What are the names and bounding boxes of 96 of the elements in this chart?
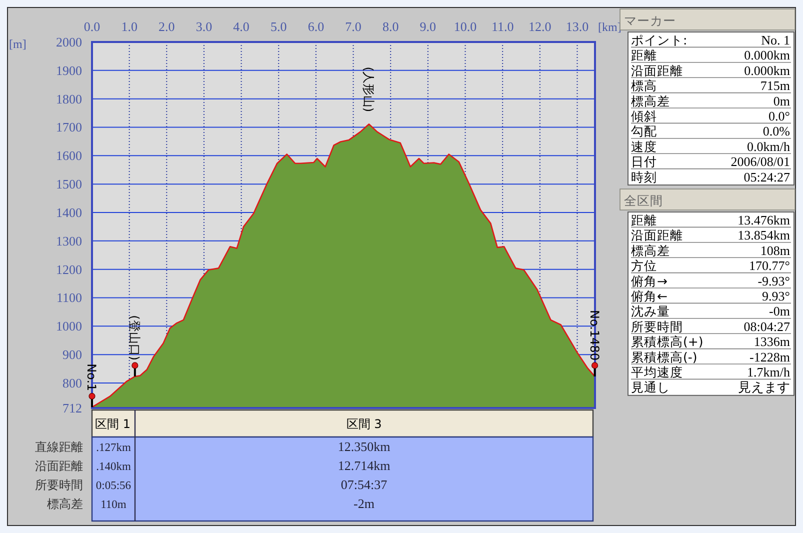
- text: 見えます: [738, 380, 790, 395]
- annotation: No.1: [84, 364, 98, 392]
- category-label: 沈み量: [631, 304, 670, 319]
- text: .127km: [96, 442, 131, 454]
- category-label: 標高差: [47, 497, 83, 511]
- x-tick-label: 11.0: [491, 19, 514, 34]
- x-tick-label: 9.0: [420, 19, 436, 34]
- y-tick-label: 2000: [56, 34, 82, 50]
- x-tick-label: 13.0: [566, 19, 589, 34]
- category-label: 時刻: [631, 169, 657, 184]
- text: -2m: [354, 496, 374, 511]
- y-tick-label: 1500: [56, 176, 82, 192]
- category-label: 標高: [631, 78, 657, 94]
- category-label: 俯角←: [631, 288, 668, 304]
- x-tick-label: 7.0: [345, 19, 362, 34]
- category-label: ポイント:: [631, 32, 688, 48]
- category-label: 区間 1: [95, 417, 130, 431]
- text: マーカー: [624, 13, 676, 28]
- text: 9.93°: [762, 288, 790, 304]
- y-tick-label: 1300: [56, 233, 82, 248]
- x-tick-label: 0.0: [84, 19, 100, 34]
- text: 13.476km: [738, 212, 790, 228]
- text: 0.0km/h: [747, 138, 790, 154]
- y-axis-title: [m]: [9, 37, 26, 51]
- text: 0.000km: [744, 62, 790, 78]
- text: 0.000km: [744, 48, 790, 63]
- text: No. 1: [761, 32, 790, 48]
- category-label: 沿面距離: [631, 62, 683, 78]
- x-tick-label: 1.0: [121, 19, 138, 34]
- text: 0:05:56: [96, 480, 132, 492]
- text: 715m: [760, 78, 790, 94]
- y-tick-label: 1800: [56, 91, 82, 106]
- category-label: 沿面距離: [35, 459, 83, 473]
- y-tick-label: 1200: [56, 262, 82, 277]
- category-label: 標高差: [631, 93, 670, 108]
- x-tick-label: 4.0: [233, 19, 250, 34]
- y-tick-label: 712: [62, 400, 82, 416]
- text: 12.350km: [338, 439, 390, 454]
- x-tick-label: 3.0: [196, 19, 212, 34]
- text: 0.0°: [768, 108, 790, 124]
- text: 0m: [773, 93, 790, 108]
- category-label: 勾配: [631, 124, 657, 139]
- text: 08:04:27: [744, 318, 790, 334]
- x-tick-label: 10.0: [454, 19, 477, 34]
- annotation: No.1480: [587, 310, 602, 360]
- text: -9.93°: [758, 273, 790, 288]
- category-label: 俯角→: [631, 273, 668, 288]
- category-label: 日付: [631, 154, 657, 170]
- y-tick-label: 1400: [56, 204, 82, 220]
- category-label: 沿面距離: [631, 228, 683, 243]
- x-tick-label: 12.0: [528, 19, 552, 34]
- y-tick-label: 1100: [56, 290, 82, 306]
- text: 2006/08/01: [730, 154, 790, 170]
- category-label: 速度: [631, 138, 657, 154]
- text: 1.7km/h: [747, 364, 790, 380]
- text: 全区間: [624, 193, 663, 208]
- y-tick-label: 900: [62, 347, 82, 362]
- text: 13.854km: [738, 228, 790, 243]
- category-label: 距離: [631, 48, 657, 63]
- category-label: 標高差: [631, 242, 670, 258]
- text: -1228m: [750, 349, 790, 364]
- text: 05:24:27: [744, 169, 790, 184]
- text: 0.0%: [762, 124, 790, 139]
- category-label: 平均速度: [631, 364, 683, 380]
- text: 170.77°: [749, 258, 790, 274]
- category-label: 区間 3: [346, 417, 382, 431]
- text: 12.714km: [338, 458, 390, 473]
- category-label: 方位: [631, 258, 657, 274]
- x-tick-label: 6.0: [308, 19, 324, 34]
- annotation: (登山口): [127, 315, 142, 376]
- y-tick-label: 800: [62, 375, 82, 390]
- y-tick-label: 1000: [56, 318, 82, 334]
- text: 108m: [760, 242, 790, 258]
- annotation: (人形山): [361, 66, 376, 112]
- category-label: 見通し: [631, 380, 670, 395]
- category-label: 直線距離: [35, 440, 83, 454]
- annotation: (登山口): [127, 315, 142, 360]
- category-label: 所要時間: [631, 318, 683, 334]
- x-tick-label: 2.0: [158, 19, 175, 34]
- category-label: 傾斜: [631, 108, 657, 124]
- x-tick-label: 5.0: [270, 19, 287, 34]
- category-label: 累積標高(-): [631, 349, 698, 364]
- text: .140km: [96, 461, 131, 473]
- x-tick-label: 8.0: [382, 19, 399, 34]
- text: 1336m: [754, 334, 790, 350]
- text: -0m: [769, 304, 790, 319]
- y-tick-label: 1900: [56, 62, 82, 78]
- y-tick-label: 1700: [56, 120, 82, 135]
- category-label: 累積標高(+): [631, 334, 704, 350]
- text: 110m: [100, 499, 126, 511]
- text: 07:54:37: [340, 477, 388, 492]
- category-label: 距離: [631, 212, 657, 228]
- annotation: No.1: [84, 364, 98, 408]
- category-label: 所要時間: [35, 478, 83, 492]
- annotation: No.1480: [587, 310, 602, 376]
- y-tick-label: 1600: [56, 148, 82, 164]
